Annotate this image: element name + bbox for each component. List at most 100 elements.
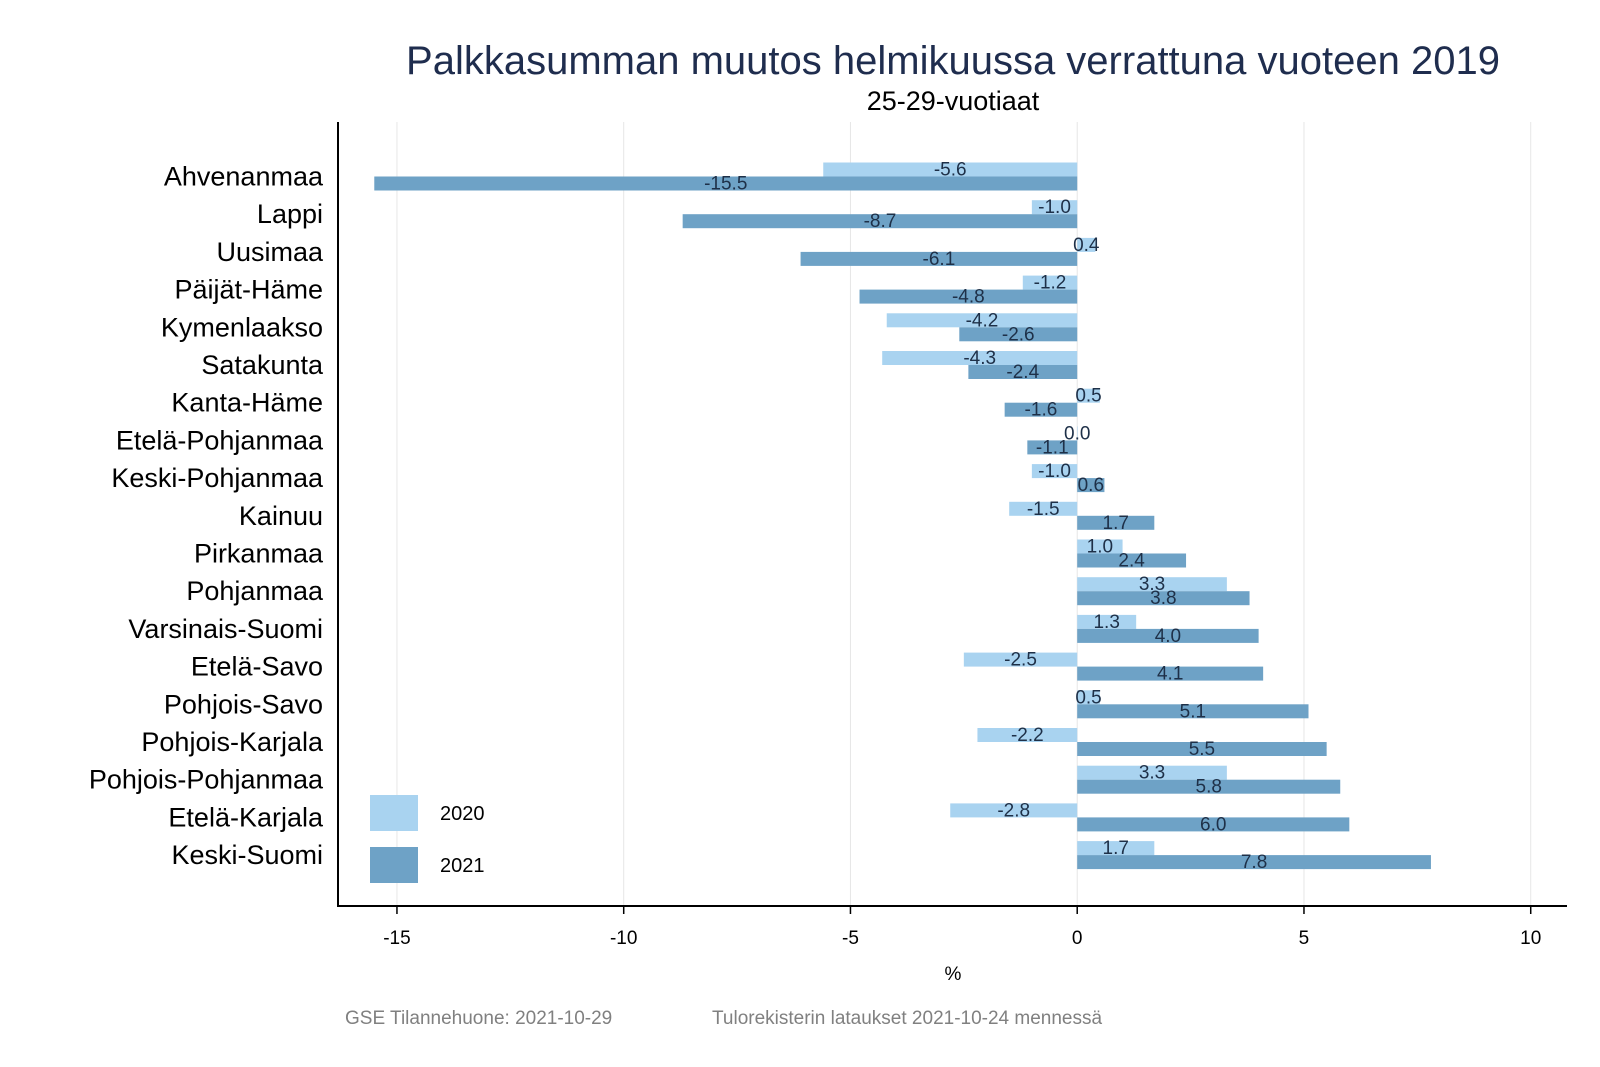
category-label: Keski-Pohjanmaa <box>111 463 324 493</box>
value-labels: -5.6 -15.5 -1.0 -8.7 0.4 -6.1 -1.2 -4.8-4.2-2.6… <box>704 160 1267 874</box>
bar-2020 <box>1077 426 1078 441</box>
category-label: Päijät-Häme <box>174 275 323 305</box>
data-label-2020: 3.3 <box>1139 574 1165 595</box>
category-label: Uusimaa <box>216 237 324 267</box>
chart-subtitle: 25-29-vuotiaat <box>867 86 1040 116</box>
x-tick-label: -5 <box>842 928 859 949</box>
data-label-2021: -4.8 <box>952 287 985 308</box>
bar-2020 <box>1077 388 1100 403</box>
data-label-2020: -1.5 <box>1027 499 1060 520</box>
data-label-2020: -5.6 <box>934 160 967 181</box>
category-label: Satakunta <box>201 350 324 380</box>
data-label-2021: 7.8 <box>1241 852 1267 873</box>
data-label-2020: -1.0 <box>1038 197 1071 218</box>
data-label-2021: -8.7 <box>864 211 897 232</box>
data-label-2020: -1.0 <box>1038 461 1071 482</box>
bar-2020 <box>882 351 1078 365</box>
data-label-2020: 1.3 <box>1093 612 1119 633</box>
bar-2021 <box>859 289 1078 304</box>
category-labels: Ahvenanmaa Lappi Uusimaa Päijät-Häme Kymenla… <box>89 162 324 871</box>
data-label-2021: 3.8 <box>1150 588 1176 609</box>
bar-2021 <box>800 251 1078 266</box>
bar-2021 <box>682 214 1078 229</box>
bar-2021 <box>1077 628 1259 643</box>
footer-source: GSE Tilannehuone: 2021-10-29 <box>345 1008 612 1029</box>
category-label: Etelä-Karjala <box>168 802 324 832</box>
data-label-2020: -4.3 <box>963 348 996 369</box>
x-axis-ticks: -15 -10 -5 0 5 10 <box>383 906 1541 949</box>
bar-2021 <box>1027 440 1078 455</box>
legend-swatch-2021 <box>370 847 418 883</box>
gridlines <box>396 122 1532 906</box>
category-label: Lappi <box>257 199 323 229</box>
category-label: Pirkanmaa <box>194 539 324 569</box>
data-label-2020: 0.4 <box>1073 235 1100 256</box>
bar-2020 <box>1077 841 1155 856</box>
bar-2021 <box>1077 704 1309 719</box>
bar-2020 <box>1077 237 1096 252</box>
chart-title: Palkkasumman muutos helmikuussa verrattu… <box>406 39 1500 83</box>
bar-2021 <box>1077 779 1341 794</box>
data-label-2020: -2.5 <box>1004 650 1037 671</box>
data-label-2021: -1.6 <box>1025 400 1058 421</box>
bar-2020 <box>886 313 1078 328</box>
category-label: Kainuu <box>239 501 323 531</box>
bar-2020 <box>1077 690 1100 705</box>
data-label-2020: 0.5 <box>1075 386 1101 407</box>
bar-2021 <box>1077 553 1187 568</box>
data-label-2020: 0.0 <box>1064 423 1090 444</box>
legend-label-2021: 2021 <box>440 855 485 877</box>
data-label-2021: 1.7 <box>1103 513 1129 534</box>
x-tick-label: 5 <box>1299 928 1310 949</box>
data-label-2021: -2.6 <box>1002 324 1035 345</box>
bar-2020 <box>963 652 1078 667</box>
category-label: Etelä-Savo <box>191 652 323 682</box>
data-label-2021: 4.1 <box>1157 664 1183 685</box>
data-label-2021: -15.5 <box>704 174 747 195</box>
data-label-2020: -2.8 <box>997 800 1030 821</box>
category-label: Pohjois-Savo <box>164 689 323 719</box>
category-label: Etelä-Pohjanmaa <box>116 425 324 455</box>
data-label-2020: -2.2 <box>1011 725 1044 746</box>
bar-2021 <box>1077 855 1431 870</box>
bar-2021 <box>1077 591 1250 606</box>
data-label-2021: -6.1 <box>923 249 956 270</box>
data-label-2020: 1.0 <box>1087 537 1113 558</box>
category-label: Pohjois-Pohjanmaa <box>89 765 324 795</box>
bar-2020 <box>1031 464 1078 479</box>
x-axis-title: % <box>945 964 962 985</box>
data-label-2021: 0.6 <box>1078 475 1104 496</box>
category-label: Varsinais-Suomi <box>128 614 323 644</box>
bar-2020 <box>1077 614 1137 629</box>
category-label: Keski-Suomi <box>171 840 323 870</box>
data-label-2021: 5.5 <box>1189 739 1215 760</box>
category-label: Ahvenanmaa <box>164 162 324 192</box>
data-label-2020: 1.7 <box>1103 838 1129 859</box>
category-label: Kymenlaakso <box>161 312 323 342</box>
data-label-2021: 5.8 <box>1196 777 1222 798</box>
category-label: Pohjois-Karjala <box>141 727 324 757</box>
bar-2021 <box>968 365 1078 379</box>
data-label-2021: -1.1 <box>1036 437 1069 458</box>
data-label-2020: 0.5 <box>1075 687 1101 708</box>
bar-2020 <box>1077 577 1227 592</box>
footer-note: Tulorekisterin lataukset 2021-10-24 menn… <box>712 1008 1102 1029</box>
bar-2020 <box>1077 765 1227 780</box>
legend: 2020 2021 <box>370 795 485 883</box>
bar-2021 <box>1077 478 1105 493</box>
bar-2020 <box>950 803 1078 818</box>
category-label: Pohjanmaa <box>186 576 324 606</box>
bar-2020 <box>1077 539 1123 554</box>
bar-2020 <box>1031 200 1078 215</box>
bar-2020 <box>977 728 1078 742</box>
data-label-2020: -1.2 <box>1034 273 1067 294</box>
bar-2021 <box>374 176 1078 191</box>
data-label-2021: 2.4 <box>1118 551 1145 572</box>
bar-2021 <box>1077 515 1155 530</box>
bar-2020 <box>1022 275 1078 290</box>
bar-2020 <box>1009 501 1078 516</box>
category-label: Kanta-Häme <box>171 388 323 418</box>
x-tick-label: -10 <box>610 928 637 949</box>
bar-2021 <box>1077 666 1264 681</box>
